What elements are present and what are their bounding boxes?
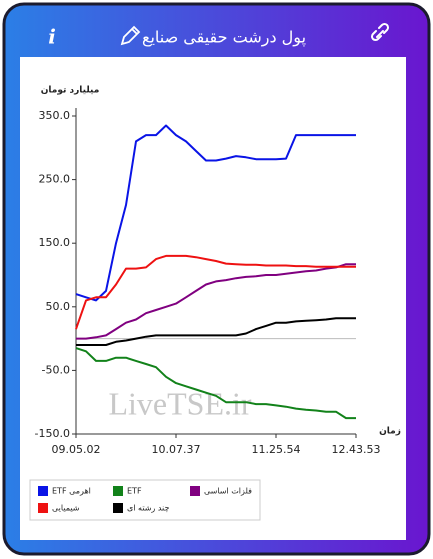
y-axis-label: میلیارد تومان	[41, 86, 100, 96]
legend-label: شیمیایی	[52, 504, 80, 513]
y-tick-label: 350.0	[39, 109, 71, 122]
y-tick-label: 150.0	[39, 236, 71, 249]
legend-label: چند رشته ای	[127, 504, 169, 513]
info-icon[interactable]: i	[48, 25, 56, 49]
legend-swatch	[190, 486, 200, 496]
legend-label: ETF اهرمی	[52, 487, 91, 496]
x-axis-label: زمان	[379, 427, 401, 437]
watermark: LiveTSE.ir	[108, 385, 251, 421]
edit-icon[interactable]	[120, 25, 141, 46]
x-tick-label: 09.05.02	[52, 443, 101, 456]
y-tick-label: 50.0	[46, 300, 71, 313]
series-line	[76, 317, 356, 346]
plot: 350.0 250.0 150.0 50.0 -50.0 -150.0 09.05.02 10…	[35, 108, 381, 456]
series-line	[75, 347, 356, 420]
legend-swatch	[38, 486, 48, 496]
series-line	[75, 254, 356, 330]
legend-swatch	[113, 503, 123, 513]
y-tick-label: -50.0	[42, 363, 70, 376]
series-line	[76, 263, 356, 340]
y-tick-label: 250.0	[39, 173, 71, 186]
x-tick-label: 12.43.53	[332, 443, 381, 456]
y-tick-label: -150.0	[35, 427, 70, 440]
legend-swatch	[113, 486, 123, 496]
chart-panel	[20, 57, 406, 540]
series-line	[75, 124, 356, 302]
legend-swatch	[38, 503, 48, 513]
link-icon[interactable]	[370, 22, 390, 42]
legend-label: فلزات اساسی	[204, 487, 252, 496]
legend-label: ETF	[127, 487, 142, 496]
chart-title: پول درشت حقیقی صنایع	[142, 28, 306, 48]
legend-box	[29, 479, 261, 521]
x-tick-label: 10.07.37	[152, 443, 201, 456]
x-tick-label: 11.25.54	[252, 443, 301, 456]
